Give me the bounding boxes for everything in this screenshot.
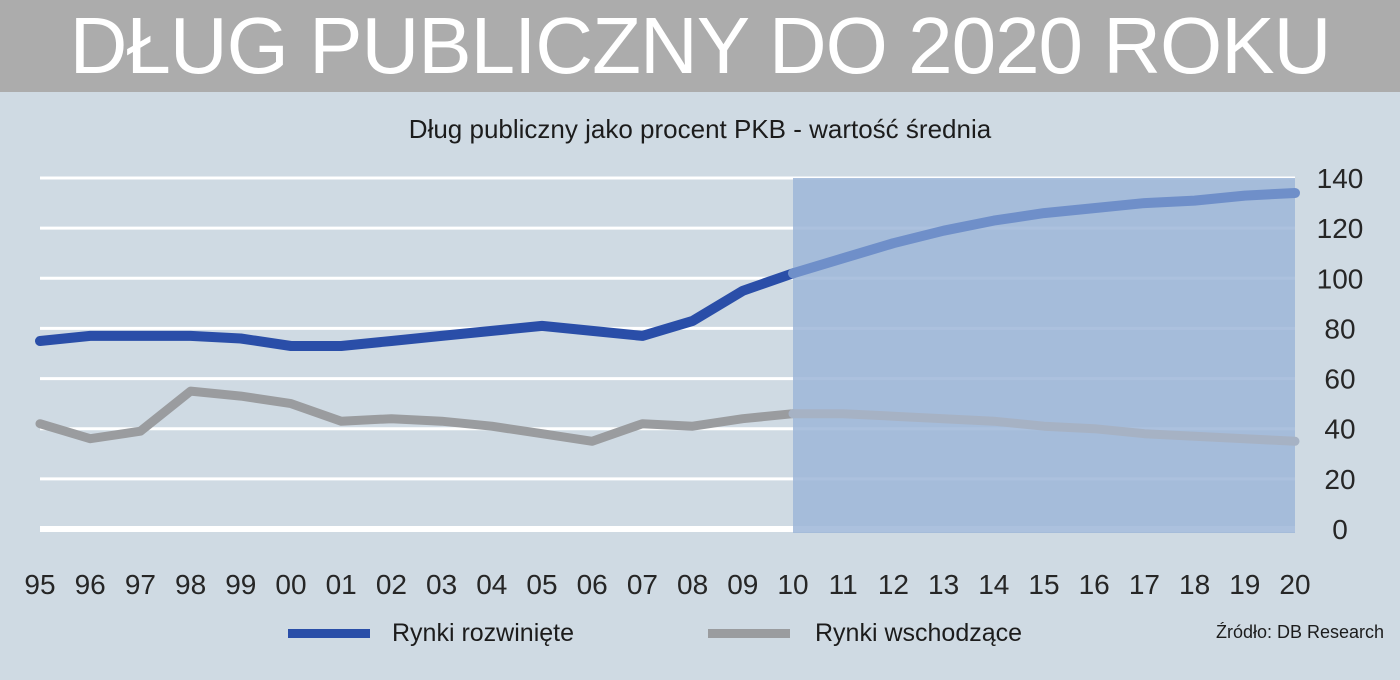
- source-note: Źródło: DB Research: [1216, 622, 1385, 642]
- x-tick-label: 18: [1179, 569, 1210, 600]
- x-tick-label: 97: [125, 569, 156, 600]
- y-tick-label: 0: [1332, 514, 1348, 545]
- x-tick-label: 01: [326, 569, 357, 600]
- series-line-developed-forecast: [788, 188, 1300, 279]
- x-tick-label: 00: [275, 569, 306, 600]
- y-tick-label: 80: [1324, 313, 1355, 344]
- x-tick-label: 11: [829, 569, 858, 600]
- title-banner: DŁUG PUBLICZNY DO 2020 ROKU: [0, 0, 1400, 92]
- x-tick-label: 05: [526, 569, 557, 600]
- legend-label-emerging: Rynki wschodzące: [815, 619, 1023, 647]
- x-tick-label: 99: [225, 569, 256, 600]
- x-tick-label: 15: [1028, 569, 1059, 600]
- legend-swatch-developed: [288, 629, 370, 638]
- x-tick-label: 02: [376, 569, 407, 600]
- x-tick-label: 09: [727, 569, 758, 600]
- x-tick-label: 98: [175, 569, 206, 600]
- x-tick-label: 10: [777, 569, 808, 600]
- series-line-emerging-historical: [35, 386, 798, 446]
- x-tick-label: 96: [75, 569, 106, 600]
- x-tick-label: 04: [476, 569, 507, 600]
- legend-swatch-emerging: [708, 629, 790, 638]
- chart-subtitle: Dług publiczny jako procent PKB - wartoś…: [408, 114, 992, 144]
- x-tick-label: 07: [627, 569, 658, 600]
- y-tick-label: 100: [1317, 263, 1364, 294]
- legend-label-developed: Rynki rozwinięte: [392, 619, 575, 647]
- x-tick-label: 13: [928, 569, 959, 600]
- y-tick-label: 20: [1324, 464, 1355, 495]
- y-tick-label: 60: [1324, 364, 1355, 395]
- x-tick-label: 16: [1079, 569, 1110, 600]
- y-tick-label: 120: [1317, 213, 1364, 244]
- y-tick-label: 40: [1324, 414, 1355, 445]
- x-tick-label: 19: [1229, 569, 1260, 600]
- x-tick-label: 12: [878, 569, 909, 600]
- x-tick-label: 03: [426, 569, 457, 600]
- forecast-region: [793, 178, 1295, 533]
- page-title: DŁUG PUBLICZNY DO 2020 ROKU: [69, 1, 1332, 90]
- x-tick-label: 14: [978, 569, 1009, 600]
- x-tick-label: 20: [1279, 569, 1310, 600]
- x-tick-label: 06: [577, 569, 608, 600]
- series-line-emerging-forecast: [788, 409, 1300, 446]
- y-tick-label: 140: [1317, 163, 1364, 194]
- x-tick-label: 95: [24, 569, 55, 600]
- x-tick-label: 08: [677, 569, 708, 600]
- series-line-developed-historical: [35, 268, 798, 351]
- x-tick-label: 17: [1129, 569, 1160, 600]
